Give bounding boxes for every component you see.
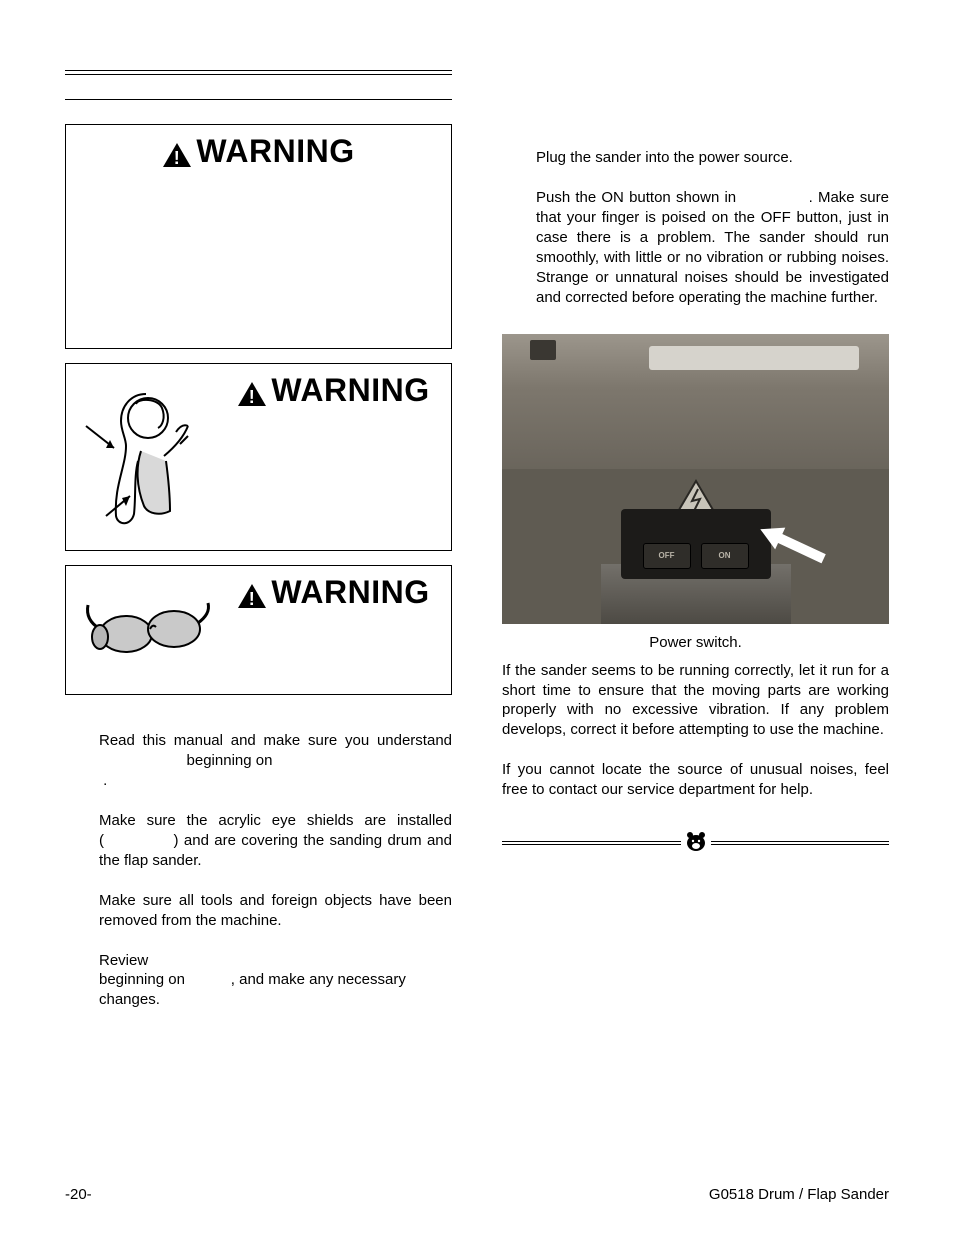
off-button: OFF (643, 543, 691, 569)
page-number: -20- (65, 1186, 92, 1203)
svg-text:!: ! (249, 589, 256, 609)
list-item: Plug the sander into the power source. (536, 148, 889, 168)
figure-power-switch: OFF ON Power switch. (502, 334, 889, 651)
list-item: Read this manual and make sure you under… (99, 731, 452, 791)
warning-label: WARNING (271, 574, 429, 611)
warning-label: WARNING (196, 133, 354, 170)
warning-heading-1: ! WARNING (162, 133, 354, 170)
svg-text:!: ! (249, 387, 256, 407)
page-body: ! WARNING (65, 70, 889, 1140)
list-item: Make sure all tools and foreign objects … (99, 891, 452, 931)
warning-box-3: ! WARNING (65, 565, 452, 695)
warning-label: WARNING (271, 372, 429, 409)
left-column: ! WARNING (65, 70, 452, 1140)
bear-logo-icon (681, 828, 711, 854)
warning-box-1: ! WARNING (65, 124, 452, 349)
safety-glasses-illustration (76, 574, 216, 684)
svg-text:!: ! (174, 148, 181, 168)
spacer (502, 70, 889, 148)
page-footer: -20- G0518 Drum / Flap Sander (65, 1186, 889, 1203)
list-item: Push the ON button shown in . Make sure … (536, 188, 889, 308)
body-paragraph: If the sander seems to be running correc… (502, 661, 889, 741)
figure-caption: Power switch. (502, 634, 889, 651)
on-button: ON (701, 543, 749, 569)
list-item: Review beginning on , and make any neces… (99, 951, 452, 1011)
section-end-rule (502, 828, 889, 854)
right-steps-list: Plug the sander into the power source. P… (502, 148, 889, 328)
warning-heading-3: ! WARNING (237, 574, 429, 611)
section-title-rule (65, 70, 452, 100)
body-paragraph: If you cannot locate the source of unusu… (502, 760, 889, 800)
alert-triangle-icon: ! (162, 139, 192, 165)
model-name: G0518 Drum / Flap Sander (709, 1186, 889, 1203)
warning-box-2: ! WARNING (65, 363, 452, 551)
left-steps-list: Read this manual and make sure you under… (65, 731, 452, 1030)
right-column: Plug the sander into the power source. P… (502, 70, 889, 1140)
power-switch-photo: OFF ON (502, 334, 889, 624)
alert-triangle-icon: ! (237, 378, 267, 404)
alert-triangle-icon: ! (237, 580, 267, 606)
warning-heading-2: ! WARNING (237, 372, 429, 409)
hair-jewelry-illustration (76, 372, 216, 540)
list-item: Make sure the acrylic eye shields are in… (99, 811, 452, 871)
